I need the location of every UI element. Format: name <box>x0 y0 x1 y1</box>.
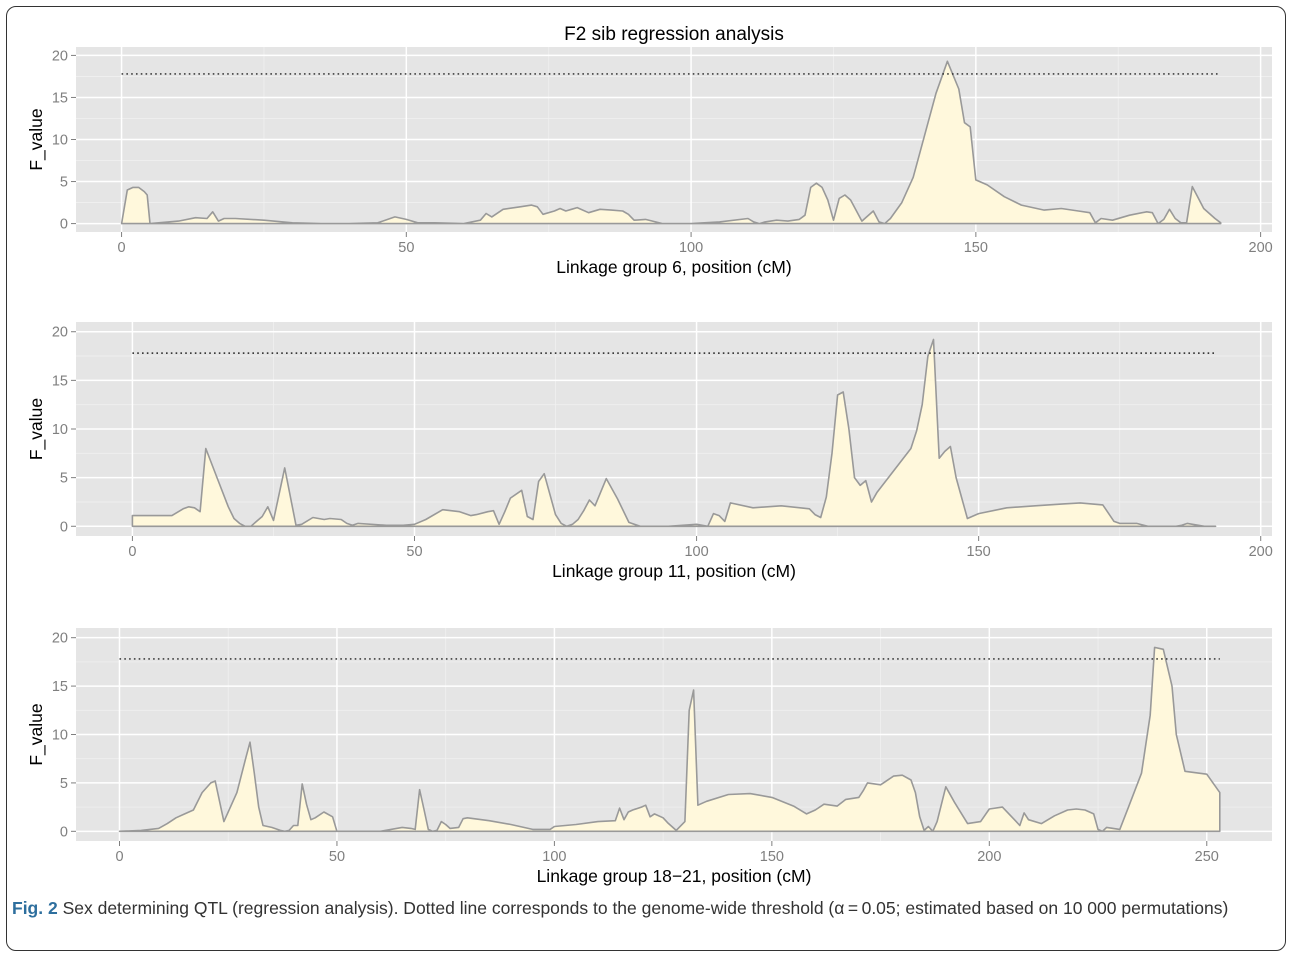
x-tick-label: 0 <box>115 849 123 865</box>
caption-text: Sex determining QTL (regression analysis… <box>57 898 1229 918</box>
x-tick-label: 50 <box>406 544 422 560</box>
y-tick-label: 0 <box>60 519 68 535</box>
x-axis-label: Linkage group 11, position (cM) <box>552 561 796 581</box>
y-tick-label: 20 <box>52 631 68 647</box>
x-tick-label: 100 <box>684 544 708 560</box>
x-tick-label: 200 <box>977 849 1001 865</box>
figure-title: F2 sib regression analysis <box>564 24 784 45</box>
x-tick-label: 100 <box>542 849 566 865</box>
y-tick-label: 10 <box>52 422 68 438</box>
f-value-area <box>118 646 1221 833</box>
f-value-area <box>131 338 1217 528</box>
x-axis-label: Linkage group 6, position (cM) <box>556 257 791 277</box>
y-tick-label: 0 <box>60 824 68 840</box>
x-tick-label: 0 <box>128 544 136 560</box>
figure-caption: Fig. 2 Sex determining QTL (regression a… <box>12 896 1274 920</box>
y-tick-label: 15 <box>52 679 68 695</box>
y-tick-label: 5 <box>60 175 68 191</box>
x-axis-label: Linkage group 18−21, position (cM) <box>537 866 812 886</box>
x-tick-label: 100 <box>679 240 703 256</box>
y-tick-label: 10 <box>52 133 68 149</box>
y-tick-label: 20 <box>52 48 68 64</box>
x-tick-label: 150 <box>964 240 988 256</box>
x-tick-label: 50 <box>329 849 345 865</box>
x-tick-label: 150 <box>967 544 991 560</box>
y-axis-label: F_value <box>26 398 47 460</box>
y-tick-label: 15 <box>52 373 68 389</box>
f-value-area <box>120 60 1222 225</box>
y-tick-label: 5 <box>60 776 68 792</box>
y-axis-label: F_value <box>26 703 47 765</box>
y-tick-label: 5 <box>60 471 68 487</box>
x-tick-label: 0 <box>118 240 126 256</box>
y-axis-label: F_value <box>26 108 47 170</box>
x-tick-label: 200 <box>1249 544 1273 560</box>
x-tick-label: 50 <box>398 240 414 256</box>
x-tick-label: 150 <box>760 849 784 865</box>
x-tick-label: 200 <box>1249 240 1273 256</box>
x-tick-label: 250 <box>1195 849 1219 865</box>
y-tick-label: 10 <box>52 728 68 744</box>
y-tick-label: 20 <box>52 325 68 341</box>
caption-label: Fig. 2 <box>12 898 58 918</box>
y-tick-label: 15 <box>52 90 68 106</box>
y-tick-label: 0 <box>60 217 68 233</box>
